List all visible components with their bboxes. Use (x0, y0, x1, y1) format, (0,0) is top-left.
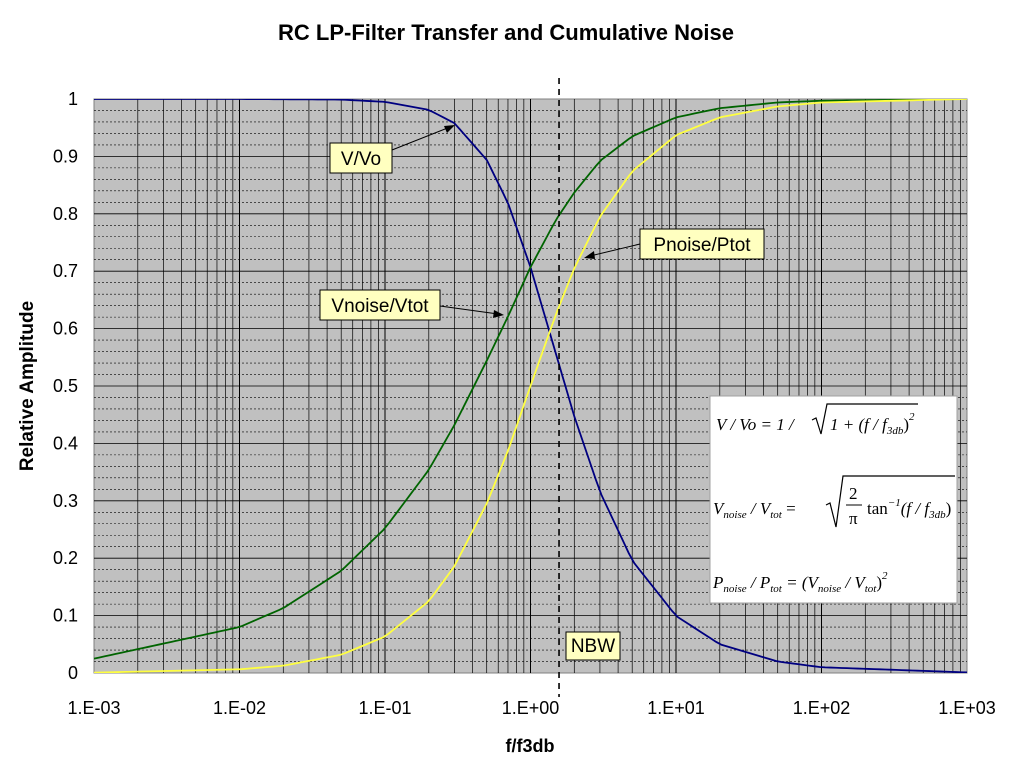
eq2-lhs-main: V (713, 499, 726, 518)
eq2-lhs-sub2: tot (770, 509, 783, 521)
x-tick-label: 1.E+00 (502, 698, 560, 718)
callout-box (319, 289, 441, 321)
svg-text:tan−1(f / f3db): tan−1(f / f3db) (867, 497, 951, 521)
callout-arrow (391, 126, 451, 151)
y-tick-label: 0.8 (53, 204, 78, 224)
callout-label: V/Vo (341, 149, 381, 170)
eq2-eq: = (782, 499, 796, 518)
eq1-lhs: V / Vo = 1 / (716, 415, 796, 434)
callout-arrow (439, 305, 499, 315)
arrow-head (444, 125, 455, 133)
y-tick-label: 0.7 (53, 261, 78, 281)
eq3-lhs-sub2: tot (770, 583, 783, 595)
x-tick-label: 1.E-03 (67, 698, 120, 718)
equation-box: V / Vo = 1 / 1 + (f / f3db)2 Vnoise / Vt… (709, 395, 958, 604)
y-tick-label: 0 (68, 663, 78, 683)
y-tick-label: 0.3 (53, 491, 78, 511)
sqrt-sign (825, 475, 955, 528)
callout-pnoise-ptot: Pnoise/Ptot (584, 228, 765, 260)
chart-title: RC LP-Filter Transfer and Cumulative Noi… (278, 20, 734, 45)
callout-label: Vnoise/Vtot (331, 296, 429, 317)
callout-nbw: NBW (565, 631, 621, 661)
x-tick-label: 1.E+03 (938, 698, 996, 718)
y-tick-label: 1 (68, 89, 78, 109)
equation-v-vo: V / Vo = 1 / 1 + (f / f3db)2 (716, 403, 918, 437)
callout-box (329, 142, 393, 174)
eq3-rhs-sub2: tot (865, 583, 878, 595)
eq2-fn-exp: −1 (888, 497, 901, 509)
callout-vnoise-vtot: Vnoise/Vtot (319, 289, 504, 321)
eq3-eq: = (V (782, 573, 821, 592)
eq1-close: ) (903, 415, 909, 434)
series-line-2 (94, 99, 967, 673)
eq2-arg: (f / f (901, 499, 932, 518)
svg-text:V / Vo = 1 /: V / Vo = 1 / (716, 415, 796, 434)
callout-box (565, 631, 621, 661)
callout-label: NBW (571, 636, 615, 657)
x-tick-label: 1.E-01 (358, 698, 411, 718)
series-layer (94, 99, 967, 673)
eq1-sub: 3db (886, 425, 904, 437)
eq2-den: π (849, 509, 858, 528)
y-axis-label: Relative Amplitude (17, 301, 38, 471)
y-tick-label: 0.1 (53, 606, 78, 626)
eq2-num: 2 (849, 484, 858, 503)
eq1-exp: 2 (909, 411, 915, 423)
svg-text:Vnoise / Vtot =: Vnoise / Vtot = (713, 499, 796, 521)
x-axis-ticks: 1.E-03 1.E-02 1.E-01 1.E+00 1.E+01 1.E+02 1.E+… (67, 698, 995, 718)
x-tick-label: 1.E+02 (793, 698, 851, 718)
eq2-arg-close: ) (946, 499, 952, 518)
callout-box (639, 228, 765, 260)
svg-text:1 + (f / f3db)2: 1 + (f / f3db)2 (830, 411, 915, 437)
eq1-radicand: 1 + (f / f (830, 415, 889, 434)
y-axis-ticks: 0 0.1 0.2 0.3 0.4 0.5 0.6 0.7 0.8 0.9 1 (53, 89, 78, 683)
eq2-mid: / V (747, 499, 773, 518)
x-axis-label: f/f3db (506, 736, 555, 756)
equation-vnoise-vtot: Vnoise / Vtot = 2 π tan−1(f / f3db) (713, 475, 955, 528)
equation-panel (709, 395, 958, 604)
series-line-1 (94, 99, 967, 660)
y-tick-label: 0.5 (53, 376, 78, 396)
eq3-close: ) (876, 573, 882, 592)
eq3-rhs-sub1: noise (818, 583, 841, 595)
y-tick-label: 0.4 (53, 433, 78, 453)
y-tick-label: 0.9 (53, 146, 78, 166)
grid (94, 99, 967, 673)
y-tick-label: 0.6 (53, 319, 78, 339)
sqrt-sign (811, 403, 918, 435)
eq2-lhs-sub1: noise (723, 509, 746, 521)
x-tick-label: 1.E+01 (647, 698, 705, 718)
eq3-rhs-mid: / V (841, 573, 867, 592)
arrow-head (584, 251, 595, 259)
eq3-exp: 2 (882, 570, 888, 582)
arrow-head (493, 310, 504, 318)
callout-arrow (589, 243, 641, 257)
svg-text:Pnoise / Ptot = (Vnoise / Vtot: Pnoise / Ptot = (Vnoise / Vtot)2 (712, 570, 888, 595)
eq3-lhs-main: P (712, 573, 723, 592)
callout-v-vo: V/Vo (329, 125, 455, 174)
eq3-mid: / P (747, 573, 771, 592)
x-tick-label: 1.E-02 (213, 698, 266, 718)
eq2-fn: tan (867, 499, 888, 518)
y-tick-label: 0.2 (53, 548, 78, 568)
callout-label: Pnoise/Ptot (653, 235, 751, 256)
eq3-lhs-sub1: noise (723, 583, 746, 595)
equation-pnoise-ptot: Pnoise / Ptot = (Vnoise / Vtot)2 (712, 570, 888, 595)
eq2-arg-sub: 3db (928, 509, 946, 521)
